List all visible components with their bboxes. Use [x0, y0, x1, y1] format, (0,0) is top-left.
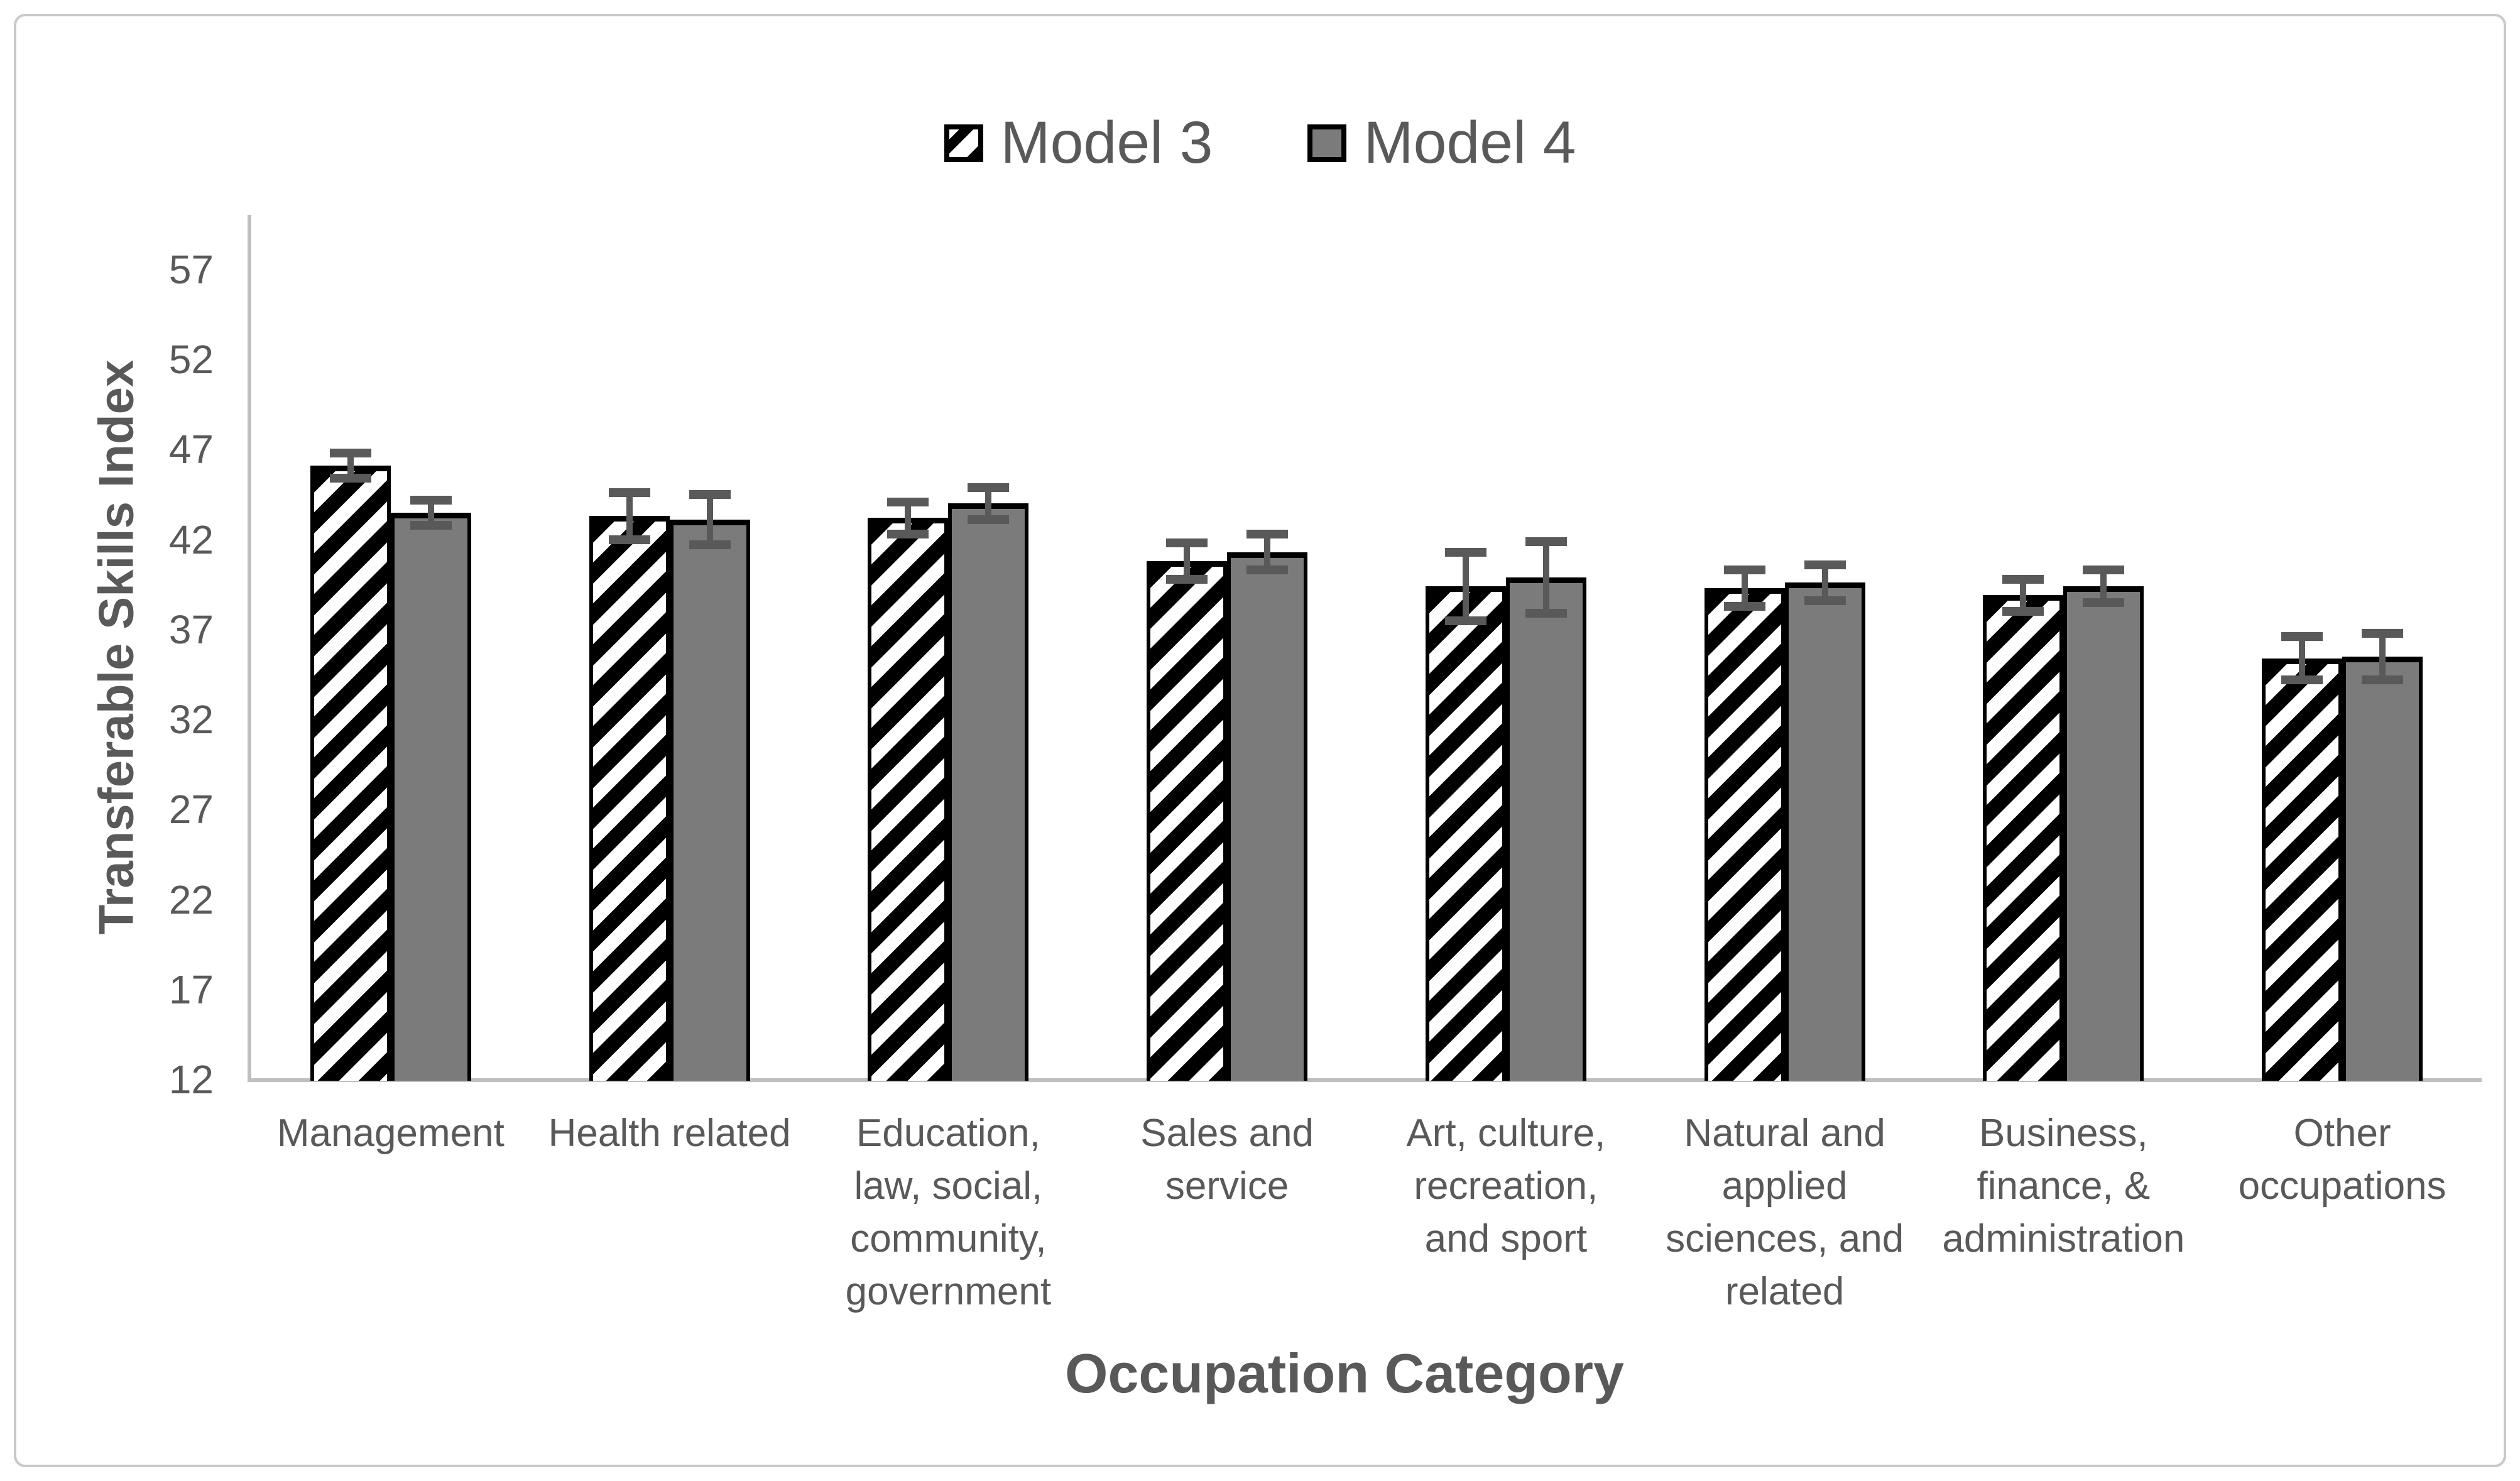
y-tick-label: 57	[168, 247, 214, 292]
y-axis-line	[248, 215, 251, 1082]
error-bar-whisker	[905, 501, 912, 535]
category-label-natural-and: Natural and applied sciences, and relate…	[1666, 1112, 1904, 1313]
bar-model-3-management	[310, 466, 391, 1081]
category-label-art-culture: Art, culture, recreation, and sport	[1406, 1112, 1606, 1260]
error-bar-whisker	[706, 495, 713, 545]
bar-model-3-business	[1983, 595, 2064, 1081]
error-bar-bottom-cap	[2083, 598, 2125, 607]
error-bar-bottom-cap	[1804, 596, 1846, 606]
error-bar-bottom-cap	[2002, 607, 2044, 616]
error-bar-top-cap	[968, 483, 1010, 492]
error-bar-top-cap	[1723, 566, 1765, 575]
bar-model-4-sales	[1227, 552, 1308, 1081]
error-bar-bottom-cap	[968, 515, 1010, 525]
error-bar-bottom-cap	[887, 530, 929, 539]
bar-model-4-business	[2063, 586, 2144, 1081]
y-tick-label: 27	[168, 787, 214, 833]
error-bar-whisker	[1462, 552, 1469, 621]
x-axis-line	[248, 1078, 2482, 1082]
error-bar-top-cap	[329, 449, 371, 458]
category-label-other-occupations: Other occupations	[2238, 1112, 2446, 1208]
error-bar-bottom-cap	[1723, 601, 1765, 611]
error-bar-top-cap	[887, 497, 929, 506]
bar-model-4-other	[2342, 656, 2423, 1081]
error-bar-bottom-cap	[1525, 609, 1567, 618]
y-tick-label: 42	[168, 516, 214, 562]
error-bar-whisker	[2379, 633, 2386, 680]
error-bar-top-cap	[608, 488, 650, 498]
y-tick-label: 12	[168, 1057, 214, 1102]
y-tick-label: 47	[168, 427, 214, 473]
category-label-management: Management	[276, 1112, 505, 1155]
error-bar-whisker	[2299, 637, 2306, 680]
error-bar-bottom-cap	[329, 474, 371, 483]
error-bar-whisker	[1542, 541, 1549, 614]
bar-model-4-health	[669, 520, 750, 1081]
error-bar-whisker	[1184, 543, 1191, 579]
error-bar-whisker	[2020, 579, 2027, 612]
legend-label-model-3: Model 3	[1000, 109, 1213, 176]
bar-model-3-natural	[1704, 588, 1785, 1081]
y-tick-label: 52	[168, 337, 214, 383]
error-bar-top-cap	[1166, 538, 1208, 548]
error-bar-whisker	[427, 500, 434, 525]
error-bar-top-cap	[2083, 566, 2125, 575]
bar-model-3-art	[1425, 586, 1506, 1081]
error-bar-top-cap	[1444, 547, 1486, 557]
error-bar-top-cap	[2281, 632, 2323, 642]
error-bar-bottom-cap	[2281, 675, 2323, 685]
error-bar-whisker	[626, 493, 633, 540]
y-tick-label: 32	[168, 697, 214, 743]
y-tick-label: 22	[168, 877, 214, 922]
model-3-hatch-swatch-icon	[944, 124, 983, 162]
x-axis-title: Occupation Category	[1065, 1342, 1624, 1404]
bar-model-4-education	[948, 503, 1029, 1081]
error-bar-top-cap	[689, 490, 731, 500]
bar-model-4-art	[1505, 577, 1586, 1081]
bar-model-3-education	[868, 518, 949, 1081]
category-label-health-related: Health related	[548, 1112, 791, 1155]
error-bar-bottom-cap	[1444, 616, 1486, 625]
legend: Model 3 Model 4	[0, 113, 2520, 173]
legend-item-model-3: Model 3	[944, 113, 1213, 173]
error-bar-top-cap	[410, 495, 452, 505]
error-bar-bottom-cap	[2362, 675, 2404, 685]
error-bar-bottom-cap	[1246, 566, 1289, 575]
bar-model-3-sales	[1147, 561, 1228, 1081]
error-bar-top-cap	[2002, 574, 2044, 584]
legend-label-model-4: Model 4	[1363, 109, 1576, 176]
error-bar-whisker	[2100, 570, 2107, 603]
error-bar-bottom-cap	[410, 520, 452, 530]
y-tick-label: 37	[168, 606, 214, 652]
error-bar-whisker	[1821, 564, 1828, 601]
error-bar-whisker	[985, 487, 992, 520]
error-bar-bottom-cap	[689, 540, 731, 550]
error-bar-top-cap	[1804, 560, 1846, 569]
error-bar-bottom-cap	[608, 535, 650, 544]
error-bar-top-cap	[1525, 537, 1567, 546]
error-bar-top-cap	[2362, 628, 2404, 638]
error-bar-whisker	[347, 453, 354, 479]
error-bar-top-cap	[1246, 530, 1289, 539]
category-label-business-finance: Business, finance, & administration	[1942, 1112, 2185, 1260]
bar-model-4-natural	[1784, 582, 1865, 1081]
category-label-sales-and: Sales and service	[1140, 1112, 1314, 1208]
error-bar-whisker	[1264, 534, 1271, 571]
y-tick-label: 17	[168, 966, 214, 1012]
bar-model-4-management	[390, 512, 471, 1081]
legend-item-model-4: Model 4	[1307, 113, 1576, 173]
model-4-gray-swatch-icon	[1307, 124, 1346, 162]
bar-model-3-other	[2262, 658, 2343, 1081]
error-bar-bottom-cap	[1166, 574, 1208, 584]
category-label-education-law: Education, law, social, community, gover…	[845, 1112, 1052, 1313]
error-bar-whisker	[1741, 570, 1748, 606]
bar-model-3-health	[589, 516, 670, 1081]
